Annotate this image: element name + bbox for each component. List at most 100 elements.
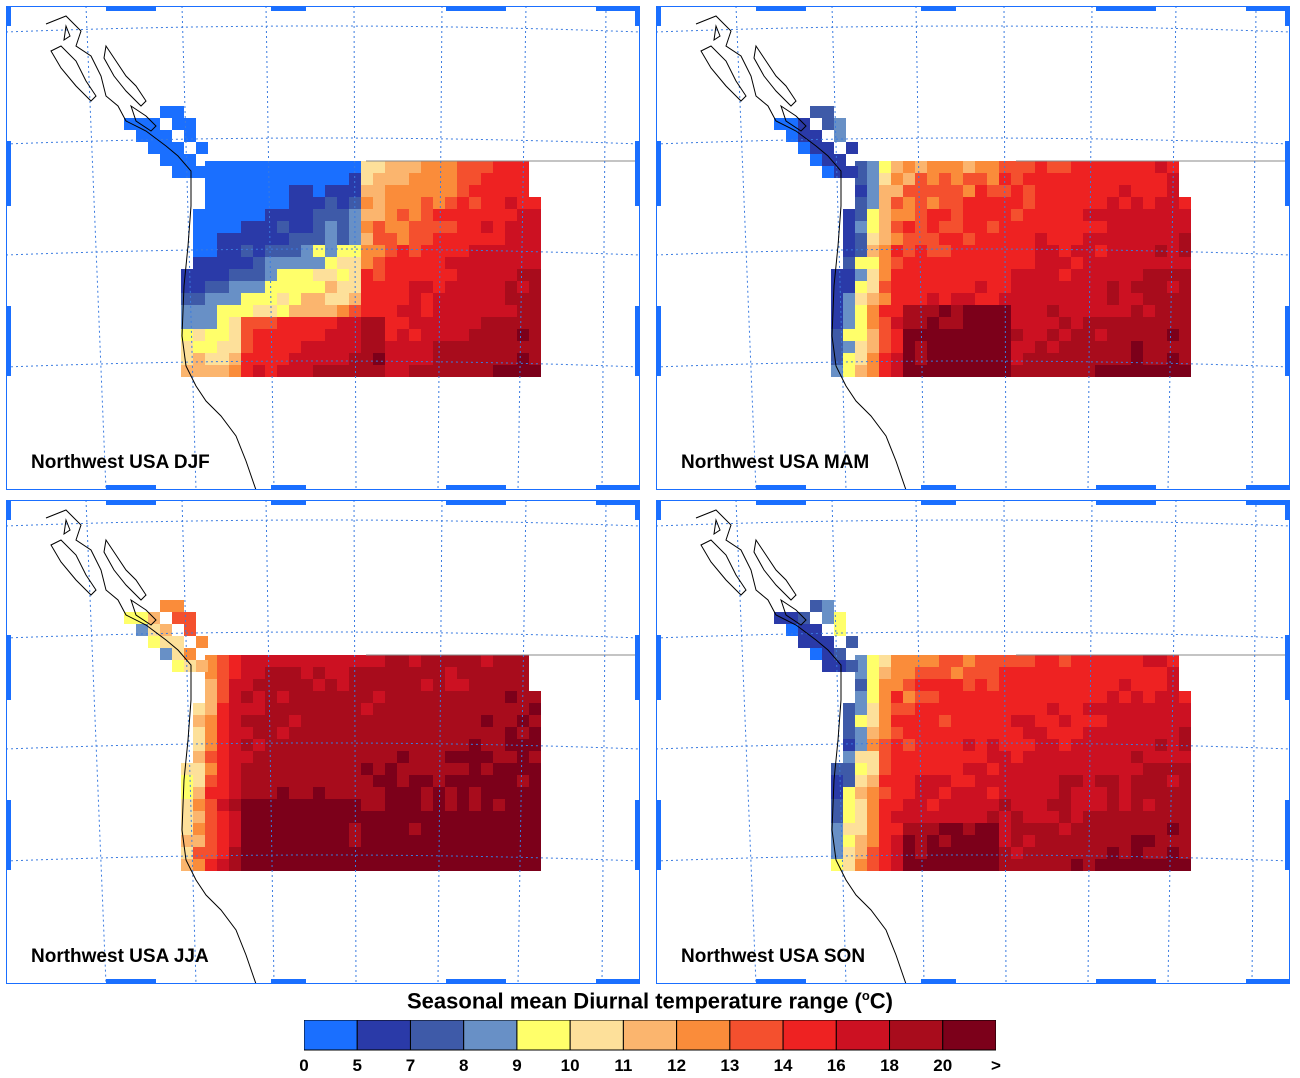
grid-cell bbox=[1059, 329, 1071, 341]
grid-cell bbox=[253, 715, 265, 727]
grid-cell bbox=[987, 209, 999, 221]
grid-cell bbox=[975, 221, 987, 233]
grid-cell bbox=[265, 209, 277, 221]
grid-cell bbox=[397, 329, 409, 341]
dtr-field bbox=[774, 106, 1191, 377]
frame-tick bbox=[756, 500, 806, 505]
grid-cell bbox=[951, 715, 963, 727]
grid-cell bbox=[939, 811, 951, 823]
grid-cell bbox=[1107, 715, 1119, 727]
grid-cell bbox=[1047, 305, 1059, 317]
grid-cell bbox=[1047, 269, 1059, 281]
grid-cell bbox=[999, 691, 1011, 703]
frame-ticks bbox=[656, 500, 1290, 984]
grid-cell bbox=[373, 221, 385, 233]
grid-cell bbox=[481, 365, 493, 377]
grid-cell bbox=[951, 281, 963, 293]
grid-cell bbox=[313, 185, 325, 197]
grid-cell bbox=[445, 799, 457, 811]
grid-cell bbox=[915, 365, 927, 377]
grid-cell bbox=[939, 655, 951, 667]
grid-cell bbox=[373, 197, 385, 209]
grid-cell bbox=[325, 257, 337, 269]
grid-cell bbox=[927, 293, 939, 305]
grid-cell bbox=[337, 353, 349, 365]
grid-cell bbox=[1083, 317, 1095, 329]
frame-tick bbox=[635, 800, 640, 870]
grid-cell bbox=[1035, 823, 1047, 835]
coastline bbox=[45, 509, 257, 984]
grid-cell bbox=[289, 667, 301, 679]
grid-cell bbox=[481, 799, 493, 811]
grid-cell bbox=[867, 823, 879, 835]
grid-cell bbox=[1071, 365, 1083, 377]
grid-cell bbox=[337, 233, 349, 245]
grid-cell bbox=[822, 166, 834, 178]
grid-cell bbox=[289, 655, 301, 667]
grid-cell bbox=[1023, 691, 1035, 703]
grid-cell bbox=[1071, 691, 1083, 703]
grid-cell bbox=[1059, 691, 1071, 703]
grid-cell bbox=[1131, 209, 1143, 221]
graticule-meridian bbox=[1251, 6, 1257, 490]
grid-cell bbox=[373, 173, 385, 185]
grid-cell bbox=[313, 197, 325, 209]
grid-cell bbox=[493, 269, 505, 281]
coastline bbox=[695, 509, 907, 984]
grid-cell bbox=[834, 166, 846, 178]
grid-cell bbox=[831, 305, 843, 317]
grid-cell bbox=[975, 257, 987, 269]
grid-cell bbox=[277, 329, 289, 341]
grid-cell bbox=[1059, 751, 1071, 763]
grid-cell bbox=[1035, 185, 1047, 197]
colorbar-swatch bbox=[622, 1020, 678, 1051]
colorbar-tick-label: 9 bbox=[512, 1056, 522, 1075]
grid-cell bbox=[385, 329, 397, 341]
grid-cell bbox=[1119, 365, 1131, 377]
grid-cell bbox=[867, 365, 879, 377]
grid-cell bbox=[349, 811, 361, 823]
grid-cell bbox=[843, 281, 855, 293]
map-panel-djf: Northwest USA DJF bbox=[6, 6, 640, 490]
grid-cell bbox=[217, 667, 229, 679]
grid-cell bbox=[951, 221, 963, 233]
grid-cell bbox=[879, 185, 891, 197]
grid-cell bbox=[493, 835, 505, 847]
grid-cell bbox=[181, 293, 193, 305]
grid-cell bbox=[963, 185, 975, 197]
grid-cell bbox=[172, 648, 184, 660]
grid-cell bbox=[301, 341, 313, 353]
grid-cell bbox=[433, 823, 445, 835]
grid-cell bbox=[1059, 233, 1071, 245]
grid-cell bbox=[843, 703, 855, 715]
grid-cell bbox=[1107, 197, 1119, 209]
grid-cell bbox=[1071, 257, 1083, 269]
grid-cell bbox=[1155, 835, 1167, 847]
grid-cell bbox=[229, 305, 241, 317]
grid-cell bbox=[939, 835, 951, 847]
grid-cell bbox=[445, 365, 457, 377]
grid-cell bbox=[1167, 691, 1179, 703]
grid-cell bbox=[963, 811, 975, 823]
grid-cell bbox=[349, 727, 361, 739]
grid-cell bbox=[325, 341, 337, 353]
grid-cell bbox=[915, 245, 927, 257]
grid-cell bbox=[903, 691, 915, 703]
grid-cell bbox=[205, 739, 217, 751]
grid-cell bbox=[184, 118, 196, 130]
grid-cell bbox=[529, 365, 541, 377]
grid-cell bbox=[385, 293, 397, 305]
grid-cell bbox=[951, 787, 963, 799]
grid-cell bbox=[927, 763, 939, 775]
grid-cell bbox=[1035, 787, 1047, 799]
grid-cell bbox=[517, 257, 529, 269]
grid-cell bbox=[301, 727, 313, 739]
grid-cell bbox=[1023, 847, 1035, 859]
grid-cell bbox=[469, 787, 481, 799]
frame-tick bbox=[635, 306, 640, 376]
grid-cell bbox=[493, 787, 505, 799]
grid-cell bbox=[879, 727, 891, 739]
grid-cell bbox=[1155, 703, 1167, 715]
grid-cell bbox=[903, 739, 915, 751]
grid-cell bbox=[1179, 329, 1191, 341]
